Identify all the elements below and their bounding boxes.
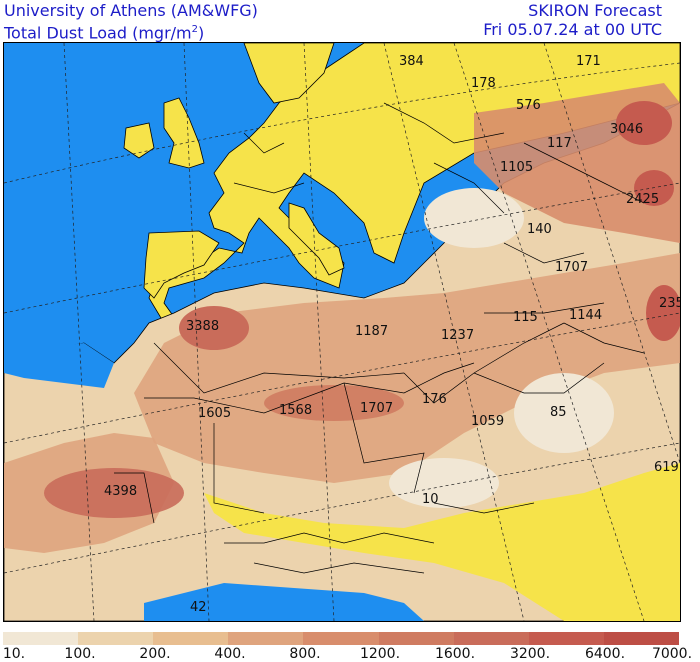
map-label: 235 [659,296,680,311]
colorbar-segment [303,632,379,645]
dust-core-west [44,468,184,518]
colorbar-label: 800. [289,646,321,662]
map-label: 1237 [441,328,474,343]
map-label: 3046 [610,122,643,137]
map-label: 176 [422,392,447,407]
dust-core-iran [634,170,674,206]
map-label: 1059 [471,414,504,429]
map-label: 1707 [555,260,588,275]
dust-map: 384 178 171 576 3046 117 1105 2425 140 1… [3,42,681,622]
unit-exponent: 2 [191,24,198,35]
map-label: 171 [576,54,601,69]
map-label: 2425 [626,192,659,207]
map-label: 1605 [198,406,231,421]
sea-atlantic-coast [4,343,114,388]
map-label: 178 [471,76,496,91]
land-britain [163,97,205,169]
colorbar-label: 200. [139,646,171,662]
colorbar-label: 10. [2,646,26,662]
dust-core-arabia [646,285,680,341]
colorbar [3,632,679,645]
dust-low-turkey [424,188,524,248]
variable-name: Total Dust Load (mgr/m [4,23,192,43]
colorbar-label: 1200. [359,646,401,662]
map-label: 384 [399,54,424,69]
map-label: 4398 [104,484,137,499]
land-sahel [204,463,680,621]
map-label: 140 [527,222,552,237]
colorbar-segment [378,632,454,645]
map-label: 576 [516,98,541,113]
country-borders [114,102,645,574]
header-title: University of Athens (AM&WFG) [4,1,258,20]
colorbar-label: 100. [64,646,96,662]
dust-core-caspian [616,101,672,145]
dust-low-sudan [389,458,499,508]
colorbar-segment [603,632,679,645]
map-label: 117 [547,136,572,151]
map-label: 115 [513,310,538,325]
map-label: 85 [550,405,567,420]
map-canvas: 384 178 171 576 3046 117 1105 2425 140 1… [4,43,680,621]
colorbar-label: 7000. [651,646,693,662]
dust-medium-sahara [134,253,680,483]
land-italy [288,202,345,276]
map-label: 1144 [569,308,602,323]
forecast-name: SKIRON Forecast [528,1,662,20]
map-label: 619 [654,460,679,475]
map-label: 1105 [500,160,533,175]
map-label: 42 [190,600,207,615]
colorbar-segment [153,632,229,645]
variable-close: ) [198,23,205,43]
colorbar-segment [453,632,529,645]
colorbar-segment [228,632,304,645]
map-label: 3388 [186,319,219,334]
header-variable: Total Dust Load (mgr/m2) [4,21,204,42]
dust-values: 384 178 171 576 3046 117 1105 2425 140 1… [104,54,680,615]
sea-guinea [144,583,424,621]
graticule [4,43,680,621]
dust-core-central [264,385,404,421]
colorbar-label: 400. [214,646,246,662]
map-label: 1707 [360,401,393,416]
land-scandinavia [243,43,335,104]
land-iberia [143,230,220,299]
map-label: 1568 [279,403,312,418]
colorbar-label: 1600. [434,646,476,662]
colorbar-segment [528,632,604,645]
map-label: 10 [422,492,439,507]
forecast-time: Fri 05.07.24 at 00 UTC [483,20,662,39]
colorbar-segment [78,632,154,645]
map-label: 1187 [355,324,388,339]
land-ireland [123,122,155,159]
colorbar-segment [3,632,79,645]
colorbar-label: 3200. [509,646,551,662]
colorbar-label: 6400. [584,646,626,662]
